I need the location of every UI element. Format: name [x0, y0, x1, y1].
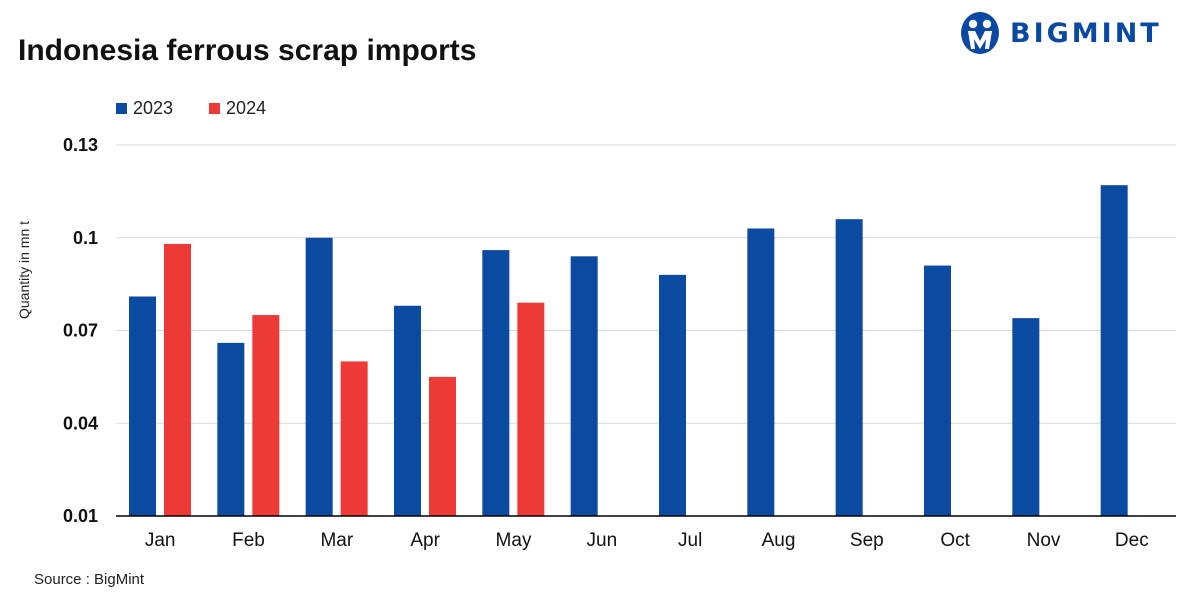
bar-2024-may [517, 302, 545, 516]
y-tick-label: 0.04 [63, 413, 98, 433]
y-tick-label: 0.01 [63, 506, 98, 526]
chart-legend: 2023 2024 [116, 98, 266, 119]
chart-title: Indonesia ferrous scrap imports [18, 34, 477, 67]
x-tick-label: Feb [232, 530, 265, 551]
x-tick-label: Jan [145, 530, 176, 551]
x-tick-label: Jul [678, 530, 702, 551]
legend-swatch-2024 [209, 103, 221, 114]
bar-2023-nov [1012, 318, 1040, 516]
bar-2023-apr [394, 305, 421, 516]
bar-2024-mar [340, 361, 368, 516]
bar-2024-feb [252, 315, 280, 516]
source-note: Source : BigMint [34, 571, 145, 588]
x-tick-label: Oct [940, 530, 970, 551]
x-tick-label: Aug [762, 530, 796, 551]
y-tick-label: 0.07 [63, 321, 98, 341]
bigmint-logo-icon [961, 12, 999, 54]
bar-2023-feb [217, 342, 245, 516]
bar-2023-may [482, 250, 510, 516]
x-tick-label: Mar [320, 530, 353, 551]
legend-label-2023: 2023 [133, 98, 174, 118]
x-tick-label: May [496, 530, 532, 551]
y-tick-label: 0.13 [63, 135, 98, 155]
legend-label-2024: 2024 [226, 98, 267, 118]
x-tick-label: Jun [587, 530, 618, 551]
legend-item-2023: 2023 [116, 98, 173, 119]
brand-name: BIGMINT [1010, 17, 1162, 49]
x-tick-label: Sep [850, 530, 884, 551]
bar-2023-dec [1100, 185, 1128, 517]
bigmint-logo: BIGMINT [960, 10, 1162, 56]
bar-2024-apr [429, 376, 456, 516]
bar-2023-jul [659, 274, 686, 516]
bar-2023-jan [129, 296, 156, 516]
legend-swatch-2023 [116, 103, 127, 114]
bar-2023-jun [570, 256, 598, 516]
y-tick-label: 0.1 [73, 228, 98, 248]
x-tick-label: Nov [1027, 530, 1061, 551]
x-tick-label: Apr [410, 530, 440, 551]
bar-2023-oct [924, 265, 951, 516]
bar-2024-jan [164, 243, 191, 516]
bar-2023-mar [305, 237, 333, 516]
x-tick-label: Dec [1115, 530, 1149, 551]
legend-item-2024: 2024 [209, 98, 266, 119]
bar-2023-aug [747, 228, 775, 516]
bar-2023-sep [835, 219, 863, 516]
